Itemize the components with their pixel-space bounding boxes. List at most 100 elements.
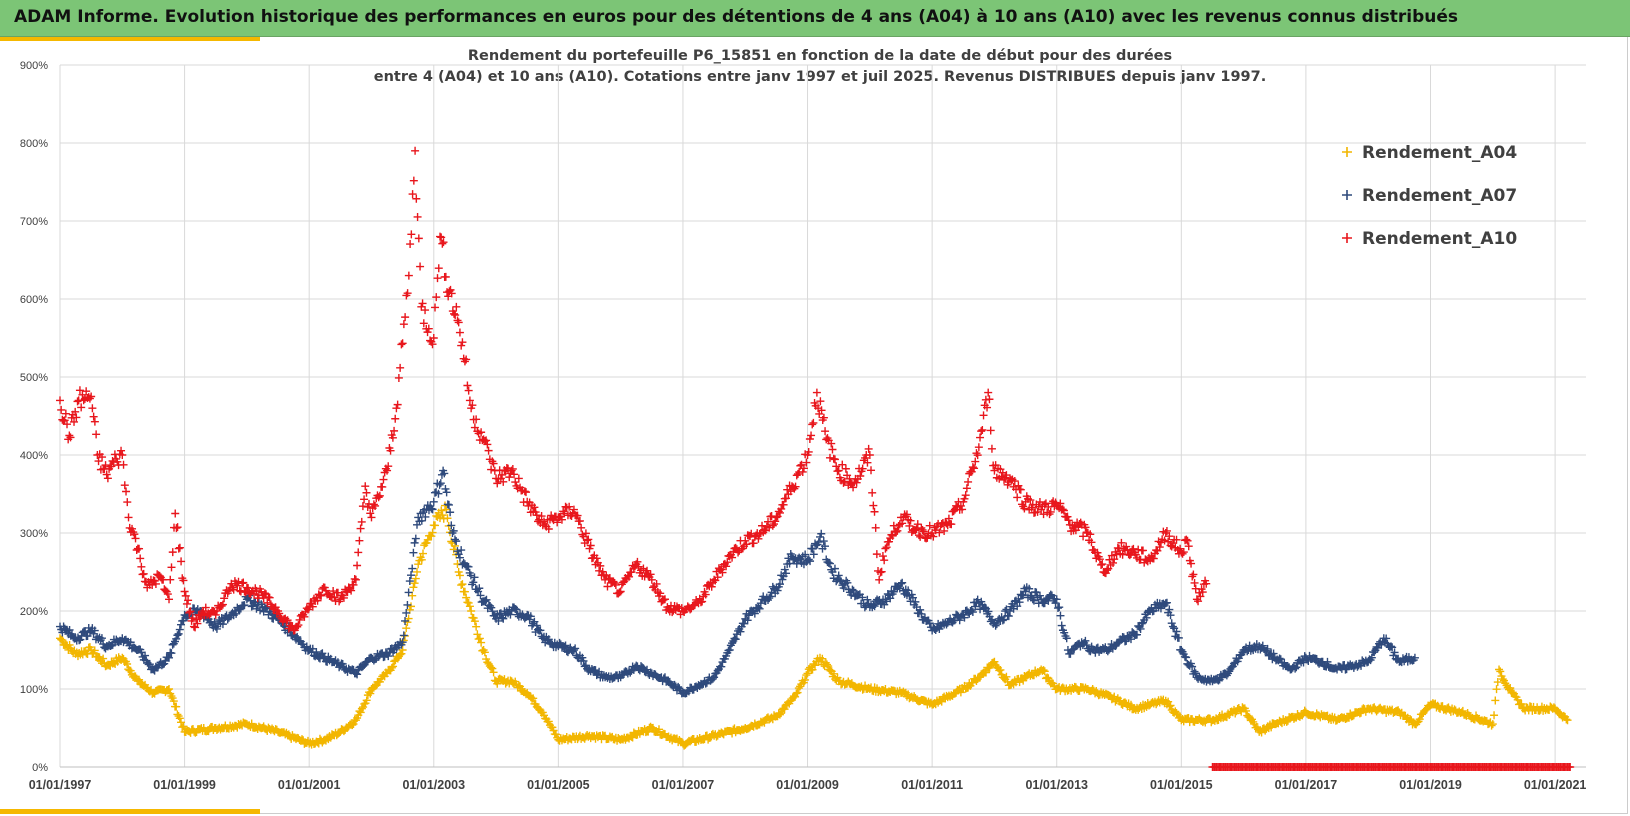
point-Rendement_A07: [408, 564, 417, 573]
point-Rendement_A10: [366, 509, 375, 518]
point-Rendement_A10: [793, 469, 802, 478]
point-Rendement_A04: [423, 535, 432, 544]
point-Rendement_A04: [409, 583, 418, 592]
point-Rendement_A07: [808, 544, 817, 553]
point-Rendement_A04: [830, 669, 839, 678]
point-Rendement_A04: [1506, 684, 1515, 693]
point-Rendement_A10: [1183, 536, 1192, 545]
point-Rendement_A04: [480, 648, 489, 657]
point-Rendement_A04: [818, 654, 827, 663]
point-Rendement_A04: [487, 663, 496, 672]
point-Rendement_A10: [180, 587, 189, 596]
point-Rendement_A10: [166, 575, 175, 584]
point-Rendement_A04: [417, 555, 426, 564]
point-Rendement_A10: [1138, 546, 1147, 555]
x-tick-label: 01/01/2001: [278, 778, 341, 792]
point-Rendement_A07: [904, 586, 913, 595]
point-Rendement_A10: [913, 520, 922, 529]
point-Rendement_A07: [984, 607, 993, 616]
point-Rendement_A10: [1059, 506, 1068, 515]
point-Rendement_A10: [971, 457, 980, 466]
point-Rendement_A10: [357, 517, 366, 526]
point-Rendement_A07: [730, 634, 739, 643]
point-Rendement_A07: [1265, 650, 1274, 659]
point-Rendement_A04: [462, 593, 471, 602]
point-Rendement_A04: [1166, 701, 1175, 710]
point-Rendement_A10: [707, 582, 716, 591]
point-Rendement_A10: [65, 431, 74, 440]
point-Rendement_A10: [460, 357, 469, 366]
point-Rendement_A04: [90, 646, 99, 655]
point-Rendement_A10: [1178, 549, 1187, 558]
point-Rendement_A04: [996, 665, 1005, 674]
point-Rendement_A10: [1007, 476, 1016, 485]
point-Rendement_A04: [477, 638, 486, 647]
point-Rendement_A10: [754, 534, 763, 543]
point-Rendement_A10: [1127, 549, 1135, 558]
point-Rendement_A10: [530, 503, 539, 512]
point-Rendement_A10: [1098, 560, 1107, 569]
point-Rendement_A10: [165, 595, 174, 604]
point-Rendement_A10: [92, 430, 101, 439]
point-Rendement_A10: [347, 586, 356, 595]
point-Rendement_A07: [955, 616, 964, 625]
point-Rendement_A07: [1269, 649, 1278, 658]
point-Rendement_A04: [475, 634, 484, 643]
point-Rendement_A04: [516, 682, 525, 691]
point-Rendement_A07: [1066, 649, 1075, 658]
point-Rendement_A10: [615, 588, 624, 597]
point-Rendement_A04: [649, 723, 658, 732]
point-Rendement_A04: [1493, 678, 1502, 687]
x-tick-label: 01/01/2003: [402, 778, 465, 792]
point-Rendement_A10: [603, 582, 612, 591]
point-Rendement_A07: [908, 593, 917, 602]
point-Rendement_A07: [1262, 646, 1271, 655]
point-Rendement_A07: [820, 542, 829, 551]
point-Rendement_A10: [450, 309, 459, 318]
chart-title-line-1: Rendement du portefeuille P6_15851 en fo…: [467, 48, 1173, 64]
point-Rendement_A10: [970, 464, 979, 473]
point-Rendement_A10: [947, 520, 956, 529]
point-Rendement_A07: [174, 629, 183, 638]
y-tick-label: 0%: [32, 762, 48, 774]
point-Rendement_A10: [264, 593, 273, 602]
point-Rendement_A10: [798, 467, 807, 476]
point-Rendement_A10: [379, 475, 388, 484]
point-Rendement_A10: [192, 615, 201, 624]
legend-marker-Rendement_A07: [1342, 190, 1352, 200]
point-Rendement_A10: [468, 401, 477, 410]
point-Rendement_A07: [90, 626, 99, 635]
point-Rendement_A10: [283, 616, 292, 625]
legend-label-Rendement_A07: Rendement_A07: [1362, 186, 1517, 206]
point-Rendement_A10: [313, 596, 322, 605]
point-Rendement_A10: [124, 513, 133, 522]
point-Rendement_A10: [852, 478, 861, 487]
point-Rendement_A04: [467, 607, 476, 615]
x-tick-label: 01/01/2021: [1524, 778, 1587, 792]
point-Rendement_A04: [1492, 685, 1501, 694]
point-Rendement_A10: [257, 587, 266, 596]
point-Rendement_A04: [457, 581, 466, 590]
point-Rendement_A10: [870, 507, 879, 516]
point-Rendement_A10: [765, 523, 774, 532]
point-Rendement_A04: [1490, 711, 1499, 720]
point-Rendement_A10: [168, 548, 177, 557]
point-Rendement_A07: [839, 584, 848, 593]
point-Rendement_A07: [778, 575, 787, 584]
point-Rendement_A10: [1162, 526, 1171, 535]
point-Rendement_A04: [990, 657, 999, 666]
point-Rendement_A10: [610, 579, 619, 588]
point-Rendement_A10: [177, 557, 186, 566]
point-Rendement_A07: [320, 653, 329, 662]
point-Rendement_A10: [968, 463, 977, 472]
point-Rendement_A10: [1081, 523, 1090, 532]
point-Rendement_A10: [244, 584, 253, 593]
point-Rendement_A07: [455, 553, 464, 562]
point-Rendement_A10: [482, 436, 491, 445]
point-Rendement_A10: [454, 318, 463, 327]
point-Rendement_A07: [1056, 611, 1065, 620]
point-Rendement_A10: [877, 567, 886, 576]
point-Rendement_A07: [1027, 591, 1036, 600]
point-Rendement_A07: [1165, 605, 1174, 614]
